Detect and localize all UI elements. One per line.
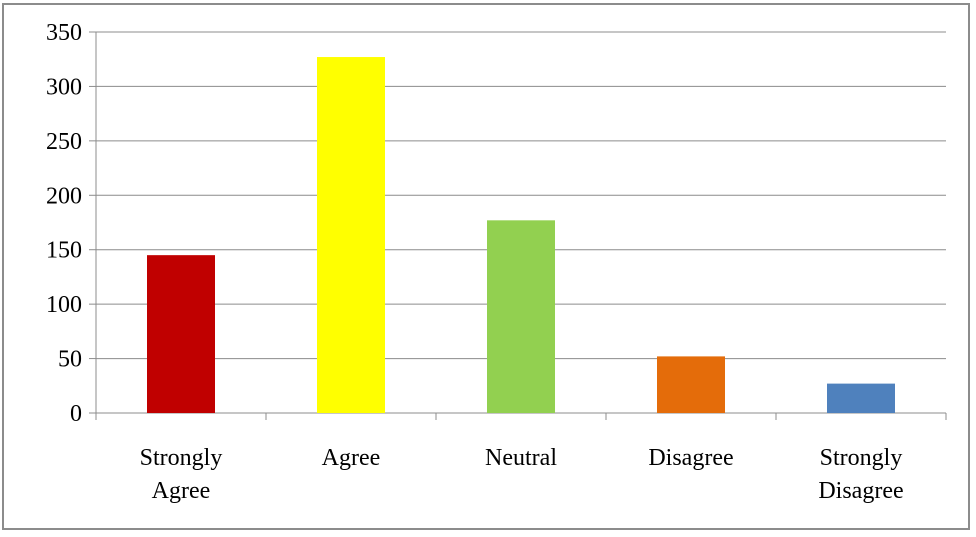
y-tick-label: 0 [70, 401, 82, 427]
y-tick-label: 250 [46, 129, 82, 155]
bar [147, 255, 215, 413]
bar [827, 383, 895, 413]
x-category-label: Agree [322, 445, 381, 471]
x-category-label: Strongly Agree [140, 445, 223, 504]
y-tick-label: 350 [46, 20, 82, 46]
bar [317, 57, 385, 414]
x-category-label-line: Disagree [818, 478, 903, 504]
y-tick-label: 50 [58, 347, 82, 373]
bar [657, 356, 725, 413]
x-category-label: Neutral [485, 445, 557, 471]
y-tick-label: 100 [46, 292, 82, 318]
y-tick-label: 300 [46, 74, 82, 100]
x-category-label-line: Agree [322, 445, 381, 471]
y-tick-label: 200 [46, 183, 82, 209]
x-category-label-line: Agree [152, 478, 211, 504]
x-category-label: Disagree [648, 445, 733, 471]
x-category-label-line: Strongly [140, 445, 223, 471]
x-category-label: Strongly Disagree [818, 445, 903, 504]
x-category-label-line: Neutral [485, 445, 557, 471]
x-category-label-line: Disagree [648, 445, 733, 471]
bar [487, 220, 555, 413]
y-tick-label: 150 [46, 238, 82, 264]
x-category-label-line: Strongly [820, 445, 903, 471]
